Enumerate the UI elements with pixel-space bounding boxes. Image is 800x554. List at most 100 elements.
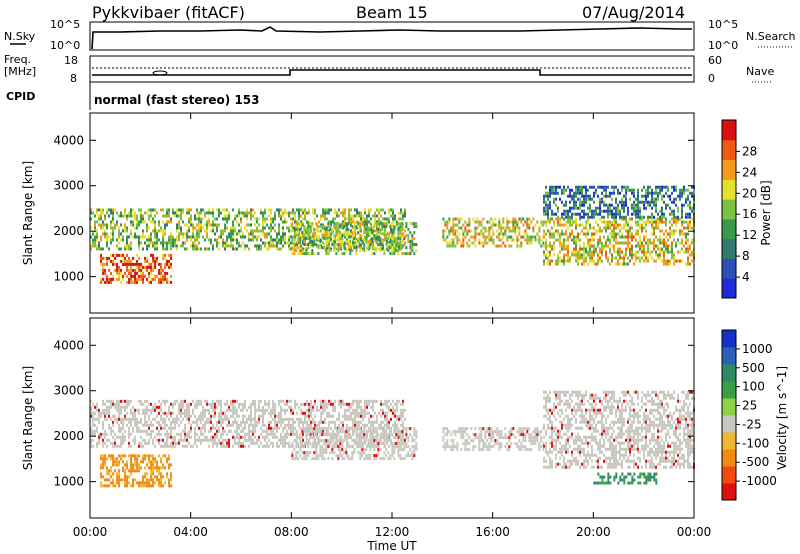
heatmap-cell (114, 432, 116, 436)
heatmap-cell (326, 405, 328, 409)
heatmap-cell (675, 241, 677, 245)
heatmap-cell (254, 441, 256, 445)
heatmap-cell (637, 194, 639, 198)
heatmap-cell (633, 188, 635, 192)
heatmap-cell (112, 481, 115, 485)
heatmap-cell (484, 235, 487, 239)
heatmap-cell (348, 405, 350, 409)
heatmap-cell (216, 244, 218, 248)
heatmap-cell (272, 238, 274, 242)
heatmap-cell (617, 241, 619, 245)
heatmap-cell (188, 441, 190, 445)
heatmap-cell (118, 402, 120, 406)
heatmap-cell (380, 441, 382, 445)
heatmap-cell (599, 212, 601, 216)
heatmap-cell (270, 238, 272, 242)
heatmap-cell (376, 229, 378, 233)
heatmap-cell (295, 445, 298, 449)
heatmap-cell (178, 226, 180, 230)
heatmap-cell (404, 441, 406, 445)
heatmap-cell (357, 222, 360, 226)
heatmap-cell (661, 241, 663, 245)
heatmap-cell (104, 432, 106, 436)
heatmap-cell (328, 220, 330, 224)
heatmap-cell (677, 217, 679, 221)
heatmap-cell (218, 211, 220, 215)
heatmap-cell (409, 249, 412, 253)
heatmap-cell (585, 185, 587, 189)
heatmap-cell (605, 241, 607, 245)
heatmap-cell (160, 402, 162, 406)
heatmap-cell (124, 271, 127, 275)
heatmap-cell (150, 432, 152, 436)
heatmap-cell (597, 253, 599, 257)
heatmap-cell (508, 220, 511, 224)
heatmap-cell (631, 212, 633, 216)
heatmap-cell (411, 243, 414, 247)
heatmap-cell (270, 432, 272, 436)
heatmap-cell (284, 423, 286, 427)
heatmap-cell (376, 232, 378, 236)
heatmap-cell (297, 451, 300, 455)
heatmap-cell (508, 244, 511, 248)
heatmap-cell (238, 211, 240, 215)
heatmap-cell (286, 441, 288, 445)
heatmap-cell (118, 268, 121, 272)
heatmap-cell (124, 414, 126, 418)
heatmap-cell (587, 215, 589, 219)
heatmap-cell (321, 246, 324, 250)
heatmap-cell (142, 229, 144, 233)
heatmap-cell (202, 405, 204, 409)
heatmap-cell (609, 241, 611, 245)
heatmap-cell (142, 460, 145, 464)
heatmap-cell (472, 235, 475, 239)
heatmap-cell (402, 420, 404, 424)
heatmap-cell (104, 460, 107, 464)
heatmap-cell (339, 234, 342, 238)
heatmap-cell (659, 256, 661, 260)
heatmap-cell (114, 405, 116, 409)
heatmap-cell (274, 417, 276, 421)
heatmap-cell (669, 229, 671, 233)
heatmap-cell (202, 235, 204, 239)
heatmap-cell (347, 228, 350, 232)
heatmap-cell (625, 197, 627, 201)
heatmap-cell (150, 211, 152, 215)
heatmap-cell (146, 223, 148, 227)
heatmap-cell (607, 212, 609, 216)
heatmap-cell (150, 411, 152, 415)
heatmap-cell (170, 429, 172, 433)
heatmap-cell (196, 247, 198, 251)
heatmap-cell (675, 244, 677, 248)
heatmap-cell (385, 234, 388, 238)
heatmap-cell (300, 214, 302, 218)
heatmap-cell (547, 194, 549, 198)
heatmap-cell (382, 247, 384, 251)
heatmap-cell (320, 214, 322, 218)
heatmap-cell (543, 262, 545, 266)
heatmap-cell (262, 429, 264, 433)
heatmap-cell (402, 408, 404, 412)
heatmap-cell (154, 466, 157, 470)
heatmap-cell (524, 238, 527, 242)
heatmap-cell (126, 405, 128, 409)
heatmap-cell (295, 246, 298, 250)
heatmap-cell (385, 222, 388, 226)
heatmap-cell (605, 253, 607, 257)
heatmap-cell (575, 244, 577, 248)
heatmap-cell (645, 229, 647, 233)
heatmap-cell (134, 423, 136, 427)
heatmap-cell (116, 417, 118, 421)
heatmap-cell (591, 235, 593, 239)
heatmap-cell (280, 411, 282, 415)
heatmap-cell (226, 408, 228, 412)
heatmap-cell (599, 203, 601, 207)
heatmap-cell (393, 228, 396, 232)
heatmap-cell (484, 238, 487, 242)
heatmap-cell (198, 226, 200, 230)
heatmap-cell (118, 271, 121, 275)
heatmap-cell (344, 414, 346, 418)
heatmap-cell (545, 200, 547, 204)
heatmap-cell (242, 414, 244, 418)
heatmap-cell (134, 274, 137, 278)
